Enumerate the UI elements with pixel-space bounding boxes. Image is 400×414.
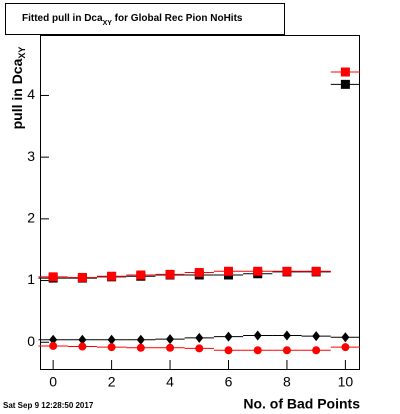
marker-circle — [341, 343, 350, 352]
title-rest: for Global Rec Pion NoHits — [112, 13, 243, 24]
marker-square — [223, 266, 233, 276]
marker-circle — [195, 344, 204, 353]
marker-circle — [312, 346, 321, 355]
marker-circle — [253, 346, 262, 355]
marker-square — [340, 79, 350, 89]
ylabel-sub: XY — [17, 47, 27, 59]
y-tick-label: 1 — [27, 271, 35, 287]
x-tick-label: 8 — [283, 374, 291, 390]
marker-square — [77, 272, 87, 282]
marker-diamond — [78, 334, 87, 345]
marker-diamond — [253, 330, 262, 341]
marker-circle — [166, 343, 175, 352]
x-tick-label: 6 — [225, 374, 233, 390]
marker-circle — [224, 346, 233, 355]
y-tick-label: 0 — [27, 333, 35, 349]
marker-diamond — [282, 330, 291, 341]
marker-square — [48, 272, 58, 282]
plot-frame — [40, 35, 360, 370]
title-box — [5, 3, 285, 35]
x-tick-label: 2 — [108, 374, 116, 390]
x-tick-label: 0 — [49, 374, 57, 390]
marker-diamond — [107, 334, 116, 345]
marker-square — [107, 271, 117, 281]
marker-diamond — [224, 331, 233, 342]
timestamp: Sat Sep 9 12:28:50 2017 — [3, 401, 94, 410]
marker-diamond — [195, 332, 204, 343]
marker-diamond — [49, 334, 58, 345]
marker-square — [340, 67, 350, 77]
x-tick-label: 10 — [338, 374, 354, 390]
marker-circle — [107, 343, 116, 352]
marker-diamond — [166, 334, 175, 345]
y-axis-label: pull in DcaXY — [9, 47, 28, 130]
marker-diamond — [341, 332, 350, 343]
marker-square — [253, 266, 263, 276]
y-tick-label: 4 — [27, 86, 35, 102]
x-axis-label: No. of Bad Points — [243, 396, 360, 412]
marker-diamond — [136, 334, 145, 345]
marker-square — [311, 266, 321, 276]
marker-circle — [136, 343, 145, 352]
x-tick-label: 4 — [166, 374, 174, 390]
marker-square — [136, 270, 146, 280]
y-tick-label: 3 — [27, 148, 35, 164]
title-main: Fitted pull in Dca — [22, 13, 103, 24]
marker-square — [282, 266, 292, 276]
marker-square — [194, 268, 204, 278]
marker-square — [165, 269, 175, 279]
marker-circle — [78, 342, 87, 351]
marker-circle — [282, 346, 291, 355]
ylabel-main: pull in Dca — [9, 58, 25, 129]
y-tick-label: 2 — [27, 210, 35, 226]
chart-title: Fitted pull in DcaXY for Global Rec Pion… — [22, 13, 243, 27]
marker-diamond — [312, 331, 321, 342]
marker-circle — [49, 341, 58, 350]
title-sub: XY — [103, 20, 113, 27]
